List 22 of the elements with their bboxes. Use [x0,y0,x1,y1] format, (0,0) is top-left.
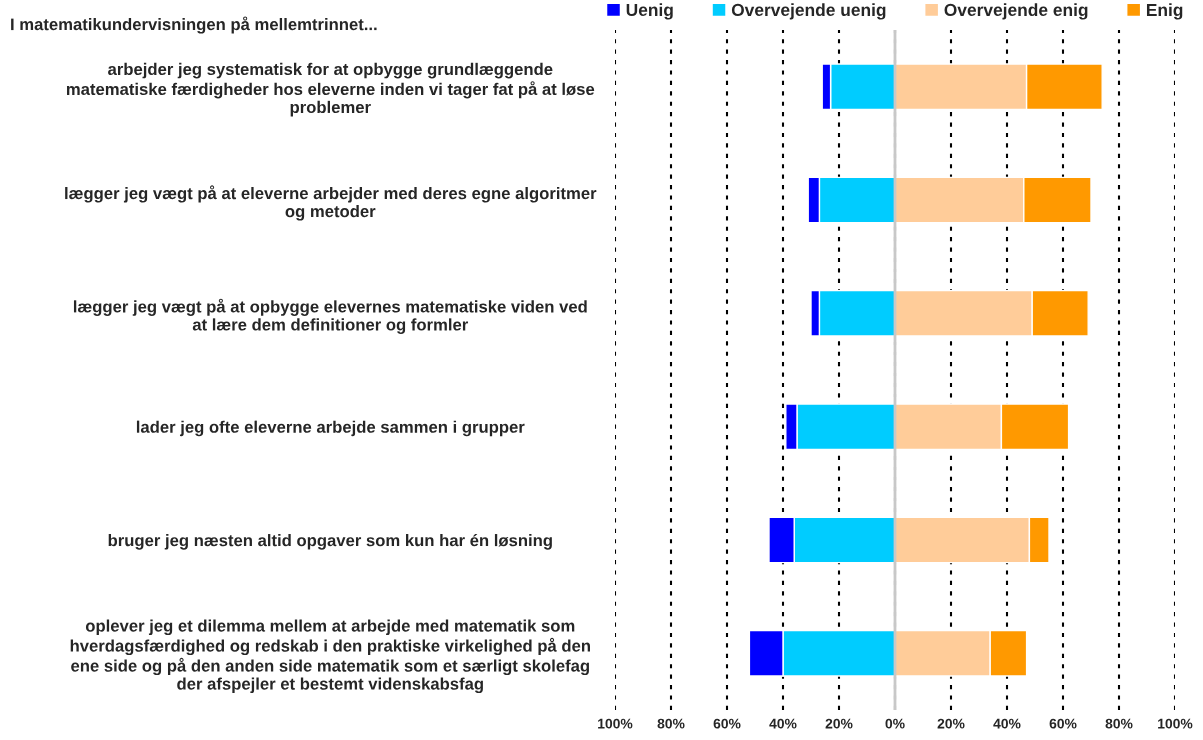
x-tick-label: 20% [937,718,965,729]
x-tick-label: 80% [657,718,685,729]
legend-label: Enig [1146,3,1183,20]
legend-label: Overvejende uenig [731,3,886,20]
y-tick-label: lægger jeg vægt på at eleverne arbejder med deres egne algoritmer og metoder [65,185,597,221]
x-tick-label: 0% [885,718,905,729]
x-tick-label: 40% [993,718,1021,729]
legend-label: Overvejende enig [944,3,1088,20]
x-tick-label: 100% [598,718,633,729]
x-tick-label: 80% [1105,718,1133,729]
x-tick-label: 60% [713,718,741,729]
y-tick-label: arbejder jeg systematisk for at opbygge grundlæggende matematiske færdigheder hos eleverne inden vi tager fat på at løse problemer [66,62,595,117]
y-tick-label: lader jeg ofte eleverne arbejde sammen i grupper [136,420,525,437]
legend-label: Uenig [626,3,673,20]
x-tick-label: 40% [769,718,797,729]
y-tick-label: lægger jeg vægt på at opbygge elevernes matematiske viden ved at lære dem definitioner og formler [73,298,587,334]
y-tick-label: oplever jeg et dilemma mellem at arbejde med matematik som hverdagsfærdighed og redskab i den praktiske virkelighed på den ene side og på den anden side matematik som et særligt skolefag der afspejler et bestemt videnskabsfag [70,619,590,694]
x-tick-label: 20% [825,718,853,729]
x-tick-label: 60% [1049,718,1077,729]
y-tick-label: bruger jeg næsten altid opgaver som kun har én løsning [108,533,552,550]
x-tick-label: 100% [1158,718,1193,729]
text: I matematikundervisningen på mellemtrinnet... [11,16,377,34]
